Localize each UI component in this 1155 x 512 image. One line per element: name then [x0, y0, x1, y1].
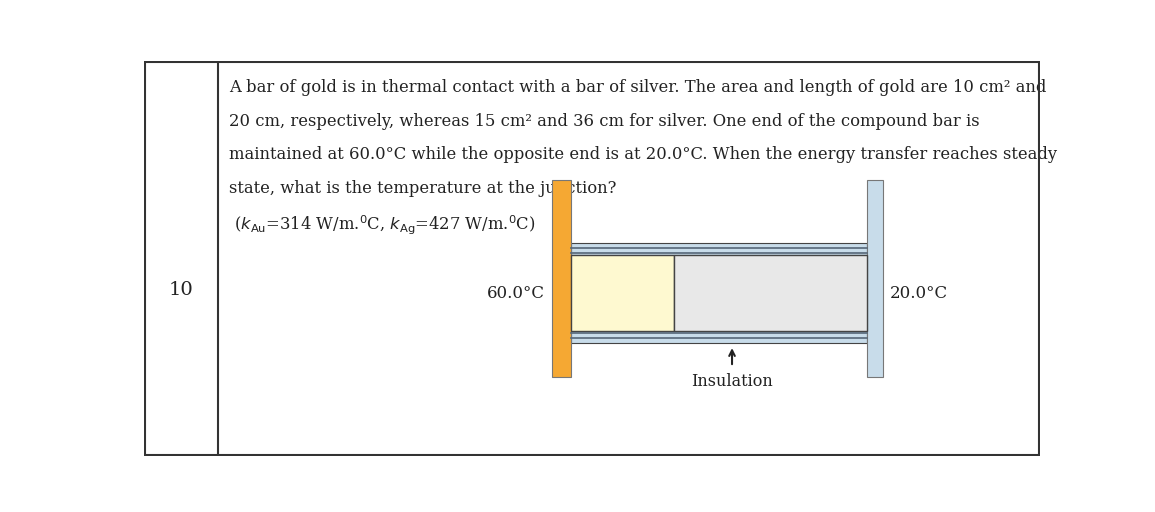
- Text: A bar of gold is in thermal contact with a bar of silver. The area and length of: A bar of gold is in thermal contact with…: [230, 79, 1046, 96]
- Bar: [675, 254, 866, 331]
- Text: ($k_{\mathrm{Au}}$=314 W/m.$^{0}$C, $k_{\mathrm{Ag}}$=427 W/m.$^{0}$C): ($k_{\mathrm{Au}}$=314 W/m.$^{0}$C, $k_{…: [230, 213, 536, 237]
- Text: maintained at 60.0°C while the opposite end is at 20.0°C. When the energy transf: maintained at 60.0°C while the opposite …: [230, 146, 1058, 163]
- Text: Ag: Ag: [759, 285, 782, 302]
- Bar: [572, 331, 866, 344]
- Bar: [572, 243, 866, 254]
- Text: Au: Au: [611, 285, 634, 302]
- Text: 60.0°C: 60.0°C: [486, 285, 544, 302]
- Text: Insulation: Insulation: [691, 373, 773, 390]
- Bar: [866, 180, 882, 377]
- Text: 10: 10: [169, 281, 193, 299]
- Text: 20.0°C: 20.0°C: [891, 285, 948, 302]
- Bar: [552, 180, 572, 377]
- Text: 20 cm, respectively, whereas 15 cm² and 36 cm for silver. One end of the compoun: 20 cm, respectively, whereas 15 cm² and …: [230, 113, 981, 130]
- Bar: [572, 254, 675, 331]
- Text: state, what is the temperature at the junction?: state, what is the temperature at the ju…: [230, 180, 617, 197]
